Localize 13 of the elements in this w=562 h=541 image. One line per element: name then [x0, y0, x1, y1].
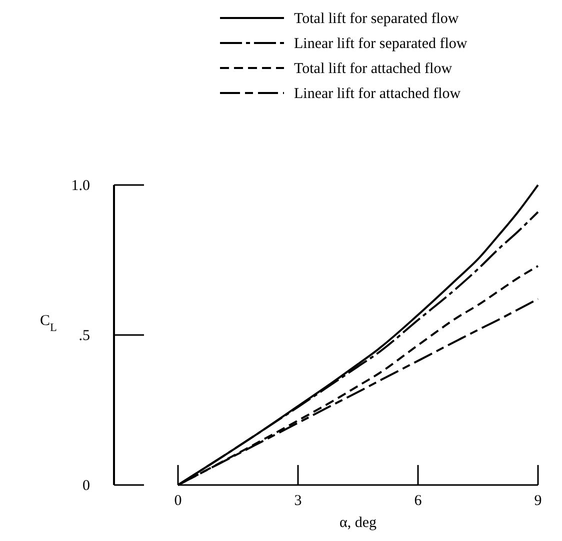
x-axis-title: α, deg	[339, 515, 377, 531]
x-tick-label: 6	[414, 493, 422, 509]
y-axis-title: C$_{L}$	[40, 313, 58, 334]
x-tick-label: 9	[534, 493, 542, 509]
y-tick-label: .5	[78, 328, 90, 344]
y-tick-label: 0	[82, 478, 90, 494]
x-tick-label: 0	[174, 493, 182, 509]
legend-label: Linear lift for separated flow	[294, 36, 468, 52]
x-tick-label: 3	[294, 493, 302, 509]
legend-label: Total lift for attached flow	[294, 61, 452, 77]
legend-label: Linear lift for attached flow	[294, 86, 461, 102]
y-tick-label: 1.0	[71, 178, 90, 194]
legend-label: Total lift for separated flow	[294, 11, 459, 27]
